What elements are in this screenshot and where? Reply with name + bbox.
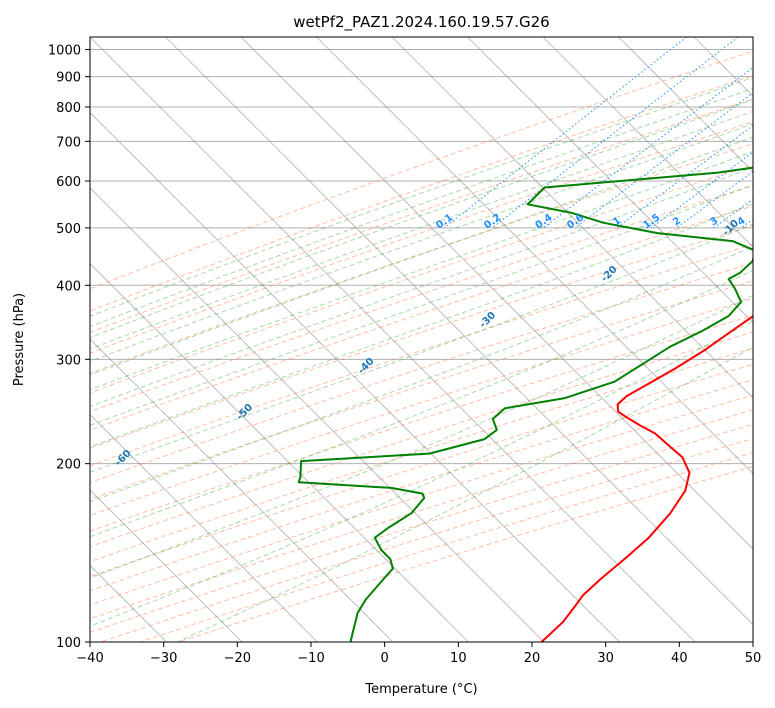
y-tick-label: 1000 [48, 44, 81, 59]
y-axis-ticks: 100 200 300 400 500 600 700 800 900 1000 [48, 44, 90, 651]
moist-adiabat [90, 223, 753, 473]
dry-adiabat [90, 379, 753, 592]
dewpoint-line [297, 166, 753, 642]
moist-adiabat [90, 269, 753, 538]
mixing-ratio-label: 0.1 [434, 212, 455, 231]
isotherm [90, 111, 620, 642]
dry-adiabats [90, 50, 753, 642]
x-tick-label: 0 [381, 651, 389, 666]
y-tick-label: 100 [56, 636, 81, 651]
dry-adiabat [90, 243, 753, 467]
x-tick-label: 30 [597, 651, 614, 666]
x-axis-label: Temperature (°C) [364, 682, 477, 697]
mixing-ratio-label: 0.6 [565, 212, 586, 231]
moist-adiabat [90, 151, 753, 391]
moist-adiabat [90, 76, 753, 317]
dry-adiabat [90, 314, 753, 532]
dry-adiabat [90, 347, 753, 563]
x-tick-label: −20 [224, 651, 251, 666]
isotherm [165, 37, 753, 626]
isotherm [391, 37, 753, 399]
y-tick-label: 700 [56, 135, 81, 150]
x-tick-label: 40 [671, 651, 688, 666]
dry-adiabat [90, 423, 753, 633]
dry-adiabat [90, 394, 753, 606]
x-tick-label: 10 [450, 651, 467, 666]
isotherm [90, 413, 318, 642]
moist-adiabat [90, 202, 753, 448]
mixing-ratio-label: 2 [671, 215, 683, 228]
isotherm [90, 187, 545, 642]
x-axis-ticks: −40 −30 −20 −10 0 10 20 30 40 50 [76, 642, 761, 666]
mixing-ratio-line [650, 151, 753, 229]
dry-adiabat [100, 438, 753, 642]
x-tick-label: 20 [524, 651, 541, 666]
dry-adiabat [90, 50, 753, 290]
dry-adiabat [90, 185, 753, 413]
isotherm-label: -30 [478, 310, 499, 331]
moist-adiabat [90, 87, 753, 328]
moist-adiabat [90, 245, 753, 503]
dry-adiabat [90, 297, 753, 516]
x-tick-label: −30 [150, 651, 177, 666]
isotherm [240, 37, 753, 550]
mixing-ratio-line [616, 124, 753, 229]
dry-adiabat [90, 98, 753, 333]
isotherm [90, 37, 696, 642]
dry-adiabat [90, 331, 753, 548]
pressure-gridlines [90, 49, 753, 642]
moist-adiabat [90, 136, 753, 376]
dry-adiabat [90, 143, 753, 374]
y-tick-label: 300 [56, 353, 81, 368]
plot-frame [89, 36, 754, 643]
background-line-labels: 0.10.20.40.611.52346810131620253036-100-… [0, 212, 747, 515]
y-tick-label: 600 [56, 175, 81, 190]
moist-adiabat [90, 110, 753, 350]
dry-adiabat [90, 363, 753, 577]
mixing-ratio-line [491, 37, 739, 229]
isotherm [90, 489, 243, 642]
y-tick-label: 800 [56, 101, 81, 116]
isotherm [90, 338, 394, 642]
moist-adiabats [90, 76, 753, 642]
moist-adiabat [90, 123, 753, 362]
isotherm-label: -50 [235, 402, 256, 423]
isotherm [542, 37, 753, 248]
isotherm [618, 37, 753, 173]
x-tick-label: −10 [297, 651, 324, 666]
y-tick-label: 900 [56, 71, 81, 86]
x-tick-label: −40 [76, 651, 103, 666]
dry-adiabat [90, 280, 753, 500]
mixing-ratio-line [676, 170, 753, 229]
dry-adiabat [90, 205, 753, 431]
temperature-line [540, 315, 753, 642]
dry-adiabat [90, 262, 753, 484]
mixing-ratio-label: 0.4 [534, 212, 555, 231]
mixing-ratio-line [574, 92, 753, 229]
mixing-ratio-line [543, 66, 753, 229]
mixing-ratio-line [740, 218, 753, 229]
x-tick-label: 50 [745, 651, 762, 666]
sounding-profiles [297, 166, 753, 642]
mixing-ratio-lines [443, 37, 753, 229]
isotherm [770, 37, 775, 642]
chart-title: wetPf2_PAZ1.2024.160.19.57.G26 [293, 13, 549, 32]
y-tick-label: 200 [56, 458, 81, 473]
dry-adiabat [90, 75, 753, 312]
isotherm-label: -20 [599, 264, 620, 285]
y-tick-label: 400 [56, 279, 81, 294]
mixing-ratio-label: 0.2 [482, 212, 503, 231]
dry-adiabat [90, 224, 753, 449]
isotherm [467, 37, 753, 324]
y-axis-label: Pressure (hPa) [12, 293, 27, 386]
moist-adiabat [90, 99, 753, 339]
y-tick-label: 500 [56, 222, 81, 237]
isotherm-label: -70 [0, 494, 12, 515]
